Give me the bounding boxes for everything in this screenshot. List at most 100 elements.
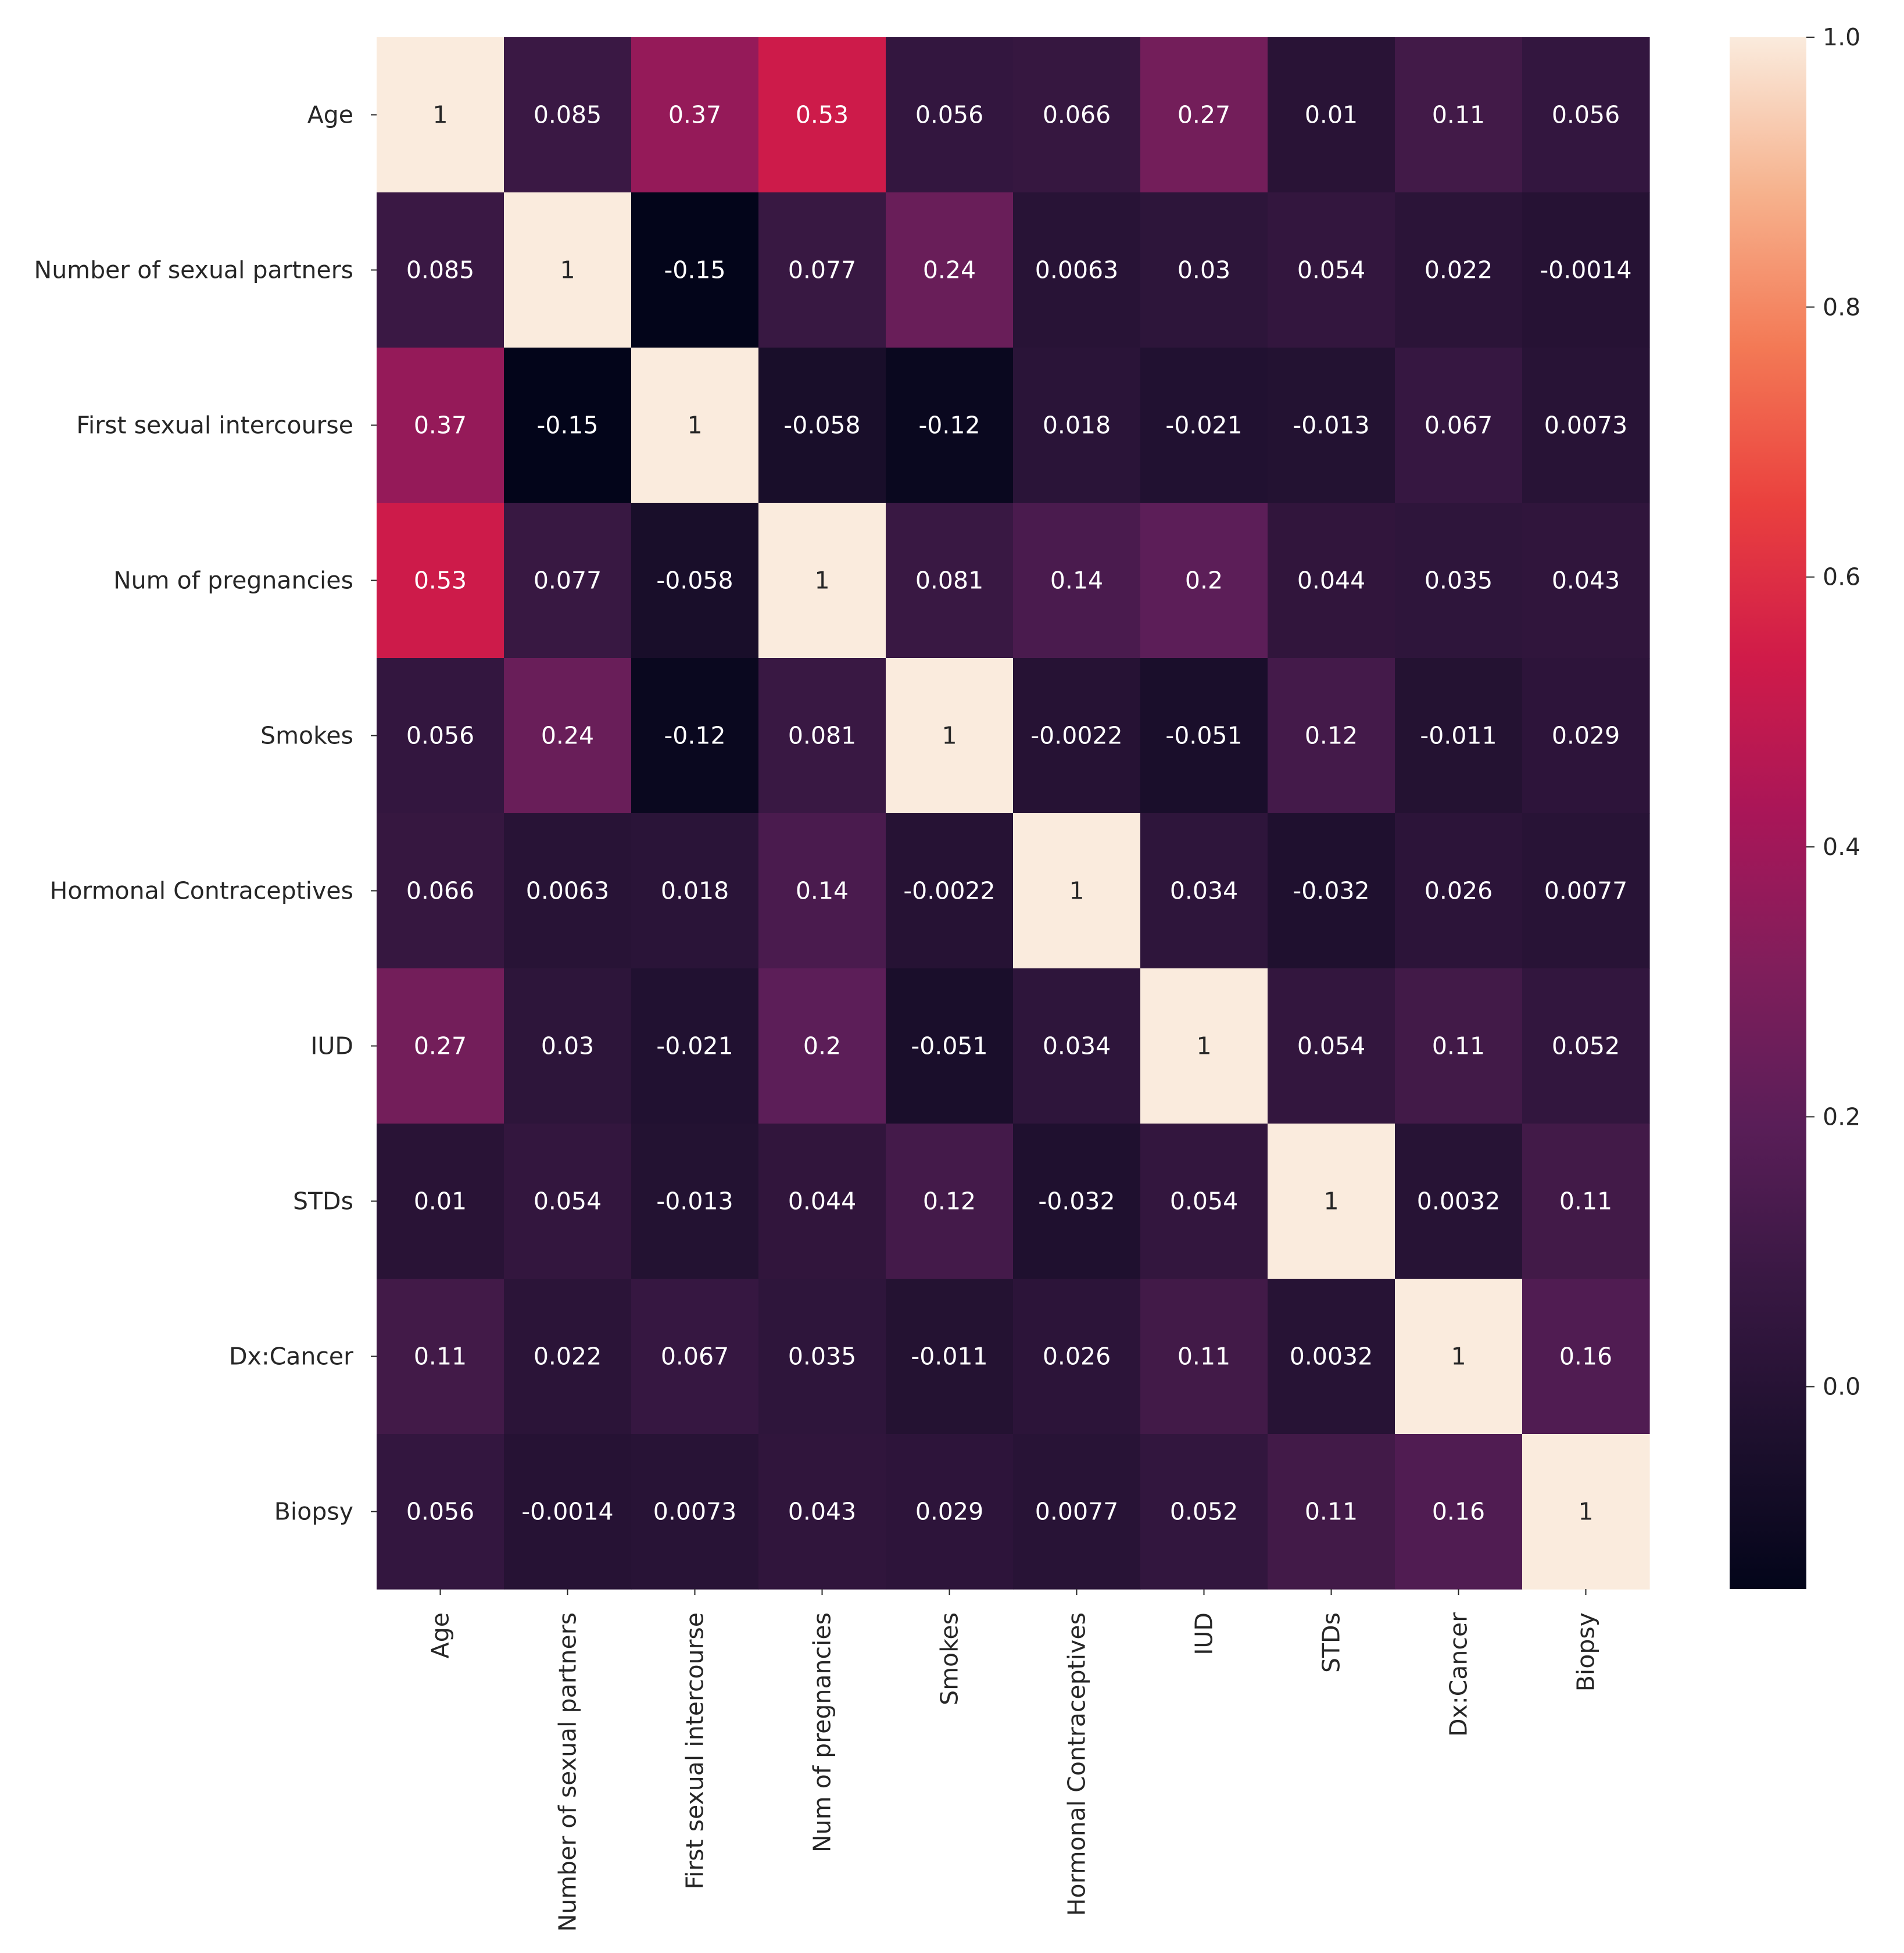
cell-value-label: 0.01 [1305,101,1358,129]
heatmap-cell [758,503,886,659]
cell-value-label: 0.052 [1170,1498,1238,1526]
heatmap-cell [1140,658,1268,814]
cell-value-label: 0.0077 [1544,877,1627,905]
cell-value-label: 0.022 [534,1343,602,1371]
cell-value-label: 0.11 [1432,1032,1485,1060]
cell-value-label: 0.53 [796,101,849,129]
heatmap-cell [1268,968,1395,1124]
cell-value-label: 0.056 [406,1498,474,1526]
heatmap-cell [1140,968,1268,1124]
cell-value-label: -0.0022 [903,877,995,905]
heatmap-cell [504,1434,632,1590]
heatmap-cell [1013,192,1141,348]
heatmap-cell [1268,658,1395,814]
heatmap-cell [377,1434,504,1590]
heatmap-cell [377,1279,504,1435]
cell-value-label: 0.11 [414,1343,467,1371]
colorbar-tick-label: 0.2 [1823,1103,1860,1131]
cell-value-label: 0.27 [1178,101,1230,129]
heatmap-cell [631,658,759,814]
cell-value-label: 0.0073 [653,1498,736,1526]
cell-value-label: 0.085 [534,101,602,129]
heatmap-cell [758,1124,886,1279]
cell-value-label: -0.058 [783,412,860,439]
heatmap-cell [1522,348,1650,503]
cell-value-label: 0.081 [915,567,983,595]
cell-value-label: -0.0014 [1540,256,1631,284]
y-tick-label: Number of sexual partners [34,256,353,284]
heatmap-cell [377,813,504,969]
heatmap-cell [1395,503,1523,659]
cell-value-label: 0.066 [406,877,474,905]
heatmap-cell [758,37,886,193]
heatmap-cell [631,1124,759,1279]
heatmap-cell [1268,1124,1395,1279]
cell-value-label: 0.029 [1552,722,1620,750]
cell-value-label: -0.013 [656,1187,733,1215]
heatmap-cell [631,503,759,659]
cell-value-label: 0.24 [541,722,594,750]
colorbar-tick-label: 0.6 [1823,563,1860,591]
heatmap-annotations: 1 0.085 0.37 0.53 0.056 0.066 0.27 0.01 0.11 0.05… [406,101,1632,1526]
cell-value-label: 0.054 [1297,256,1365,284]
heatmap-cell [758,348,886,503]
heatmap-cell [1013,968,1141,1124]
cell-value-label: -0.15 [536,412,598,439]
cell-value-label: 0.067 [1425,412,1493,439]
heatmap-cell [886,503,1014,659]
heatmap-cell [631,1434,759,1590]
heatmap-cell [1395,37,1523,193]
heatmap-cell [504,37,632,193]
colorbar-tick-label: 0.4 [1823,833,1860,861]
cell-value-label: 0.043 [1552,567,1620,595]
heatmap-cell [504,658,632,814]
heatmap-cell [758,968,886,1124]
cell-value-label: -0.12 [664,722,725,750]
cell-value-label: 0.056 [915,101,983,129]
cell-value-label: 1 [814,567,829,595]
heatmap-cell [631,968,759,1124]
heatmap-cell [377,192,504,348]
cell-value-label: 0.16 [1559,1343,1612,1371]
cell-value-label: 0.12 [923,1187,976,1215]
cell-value-label: -0.011 [911,1343,987,1371]
heatmap-cell [1522,1279,1650,1435]
heatmap-cell [758,813,886,969]
heatmap-cell [631,813,759,969]
cell-value-label: 1 [1196,1032,1211,1060]
colorbar-tick-label: 0.0 [1823,1373,1860,1401]
heatmap-cell [1013,1124,1141,1279]
heatmap-cell [1140,348,1268,503]
cell-value-label: -0.051 [1165,722,1242,750]
cell-value-label: 0.03 [1178,256,1230,284]
y-tick-label: Age [307,101,353,129]
cell-value-label: -0.032 [1293,877,1369,905]
heatmap-cell [1140,503,1268,659]
heatmap-cell [504,968,632,1124]
heatmap-cell [504,1124,632,1279]
x-tick-label: Dx:Cancer [1445,1612,1473,1737]
heatmap-cell [1268,37,1395,193]
cell-value-label: 0.11 [1559,1187,1612,1215]
cell-value-label: 0.035 [788,1343,856,1371]
heatmap-cell [631,348,759,503]
cell-value-label: 1 [1451,1343,1466,1371]
cell-value-label: 0.14 [796,877,849,905]
cell-value-label: 0.081 [788,722,856,750]
heatmap-cell [1268,1279,1395,1435]
heatmap-cell [1013,1279,1141,1435]
x-tick-label: STDs [1318,1612,1345,1673]
cell-value-label: 0.085 [406,256,474,284]
cell-value-label: 0.043 [788,1498,856,1526]
cell-value-label: -0.013 [1293,412,1369,439]
cell-value-label: 0.044 [788,1187,856,1215]
cell-value-label: 0.53 [414,567,467,595]
heatmap-cell [1395,968,1523,1124]
heatmap-cell [1140,192,1268,348]
heatmap-cell [1268,813,1395,969]
cell-value-label: 1 [432,101,448,129]
cell-value-label: 0.37 [414,412,467,439]
heatmap-cell [1395,1124,1523,1279]
cell-value-label: 0.077 [788,256,856,284]
